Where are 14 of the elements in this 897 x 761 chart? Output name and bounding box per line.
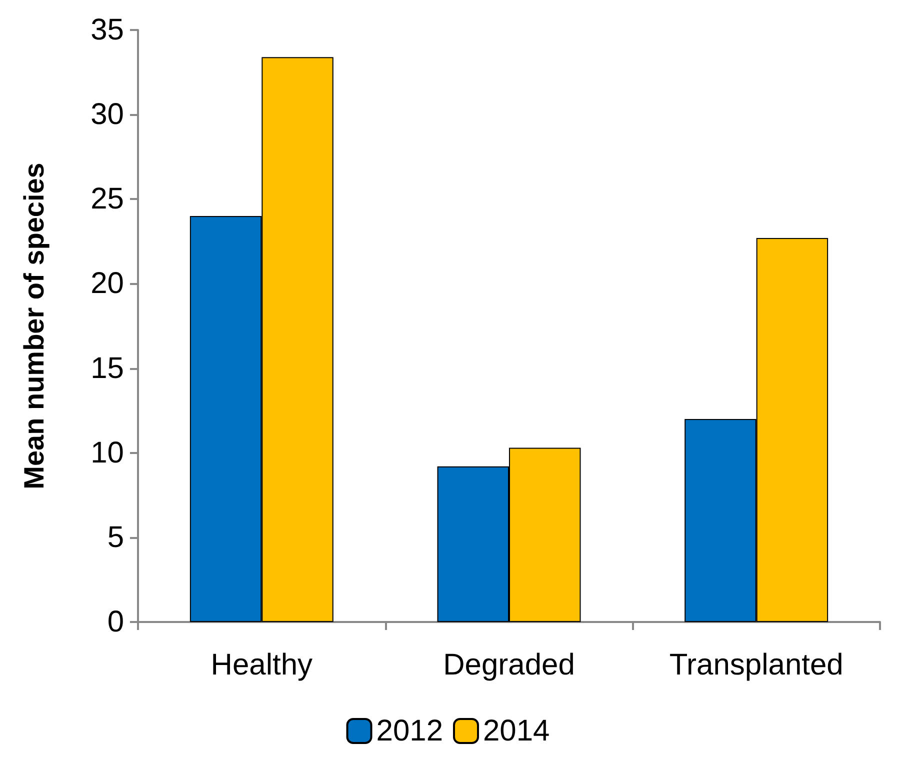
y-tick-label: 5 xyxy=(107,520,124,554)
y-tick-label: 35 xyxy=(90,14,124,46)
y-tick-label: 30 xyxy=(90,98,124,132)
x-tick-label: Degraded xyxy=(443,648,575,682)
y-tick-label: 0 xyxy=(107,606,124,638)
y-tick-label: 10 xyxy=(90,436,124,470)
y-tick-label: 20 xyxy=(90,267,124,300)
legend-label: 2012 xyxy=(376,714,444,748)
y-tick-label: 15 xyxy=(90,352,124,385)
legend-label: 2014 xyxy=(483,714,550,748)
x-tick-label: Transplanted xyxy=(669,648,844,682)
y-axis-title: Mean number of species xyxy=(18,162,50,490)
y-tick-label: 25 xyxy=(90,182,124,216)
x-tick-label: Healthy xyxy=(210,648,313,682)
